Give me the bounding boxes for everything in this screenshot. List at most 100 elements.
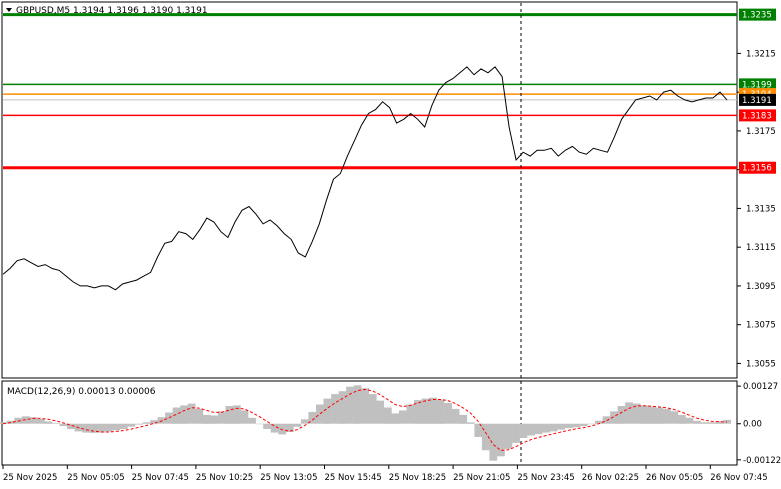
macd-tick-label: -0.00122 [743,456,781,466]
macd-bar [700,422,709,424]
macd-bar [602,416,611,424]
macd-axis: 0.00127 0.00 -0.00122 [737,382,781,466]
price-tick-label: 1.3095 [746,282,776,292]
price-tick-label: 1.3075 [746,321,776,331]
macd-tick-label: 0.00127 [743,382,778,392]
price-tick-label: 1.3215 [746,49,776,59]
macd-bar [595,420,603,424]
macd-bar [233,405,241,424]
macd-bar [172,407,181,424]
macd-bar [459,414,468,424]
macd-bar [670,411,679,424]
macd-bar [421,398,430,424]
macd-bar [240,410,249,424]
price-tick-label: 1.3115 [746,243,776,253]
macd-header: MACD(12,26,9) 0.00013 0.00006 [7,387,156,397]
macd-bar [150,420,158,424]
macd-bar [429,397,437,424]
price-series [2,66,728,291]
time-tick-label: 25 Nov 23:45 [517,473,574,483]
current-price-label: 1.3191 [742,96,772,106]
macd-bar [504,423,513,449]
macd-bar [474,423,483,437]
macd-bar [414,400,422,424]
macd-bar [368,394,377,424]
macd-bar [323,398,332,424]
macd-bar [0,422,8,424]
macd-bar [270,423,279,433]
macd-bar [127,423,136,427]
macd-bar [625,402,633,424]
macd-bar [715,421,724,424]
macd-bar [217,411,226,424]
macd-bar [708,422,716,424]
macd-bar [579,423,588,427]
macd-bar [346,386,354,424]
price-tick-label: 1.3175 [746,127,776,137]
macd-bar [406,404,415,424]
level-tag-label: 1.3156 [742,164,772,174]
macd-bar [489,423,498,461]
macd-bar [89,423,98,433]
macd-bar [497,423,505,457]
macd-bar [248,417,256,424]
level-tag-label: 1.3183 [742,111,772,121]
macd-bar [512,423,520,443]
macd-bar [263,423,271,429]
macd-bar [180,405,188,424]
macd-bar [59,423,68,427]
macd-bar [119,423,128,429]
macd-bar [112,423,121,431]
macd-bar [316,404,324,424]
signal-line [2,388,728,451]
macd-bar [308,411,317,424]
macd-bar [564,423,573,429]
macd-bar [640,405,649,424]
macd-bar [519,423,528,438]
price-panel-frame [1,1,738,379]
macd-bar [195,408,204,424]
macd-bar [451,408,460,424]
macd-bar [557,423,566,430]
time-tick-label: 25 Nov 21:05 [453,473,510,483]
macd-bar [466,422,475,424]
macd-bar [67,423,75,429]
macd-bar [693,420,701,424]
level-tag-box [739,109,776,122]
macd-bar [44,421,53,424]
macd-bar [165,412,173,424]
level-tag-box [739,161,776,174]
macd-bar [436,399,445,424]
macd-bar [549,423,558,432]
time-tick-label: 26 Nov 02:25 [582,473,639,483]
macd-bar [481,423,490,451]
time-tick-label: 25 Nov 18:25 [389,473,446,483]
time-axis: 25 Nov 2025 25 Nov 05:05 25 Nov 07:45 25 No… [2,465,768,483]
macd-bar [685,417,694,424]
time-tick-label: 25 Nov 2025 [3,473,57,483]
macd-bar [331,394,339,424]
macd-bar [300,419,309,424]
macd-bar [572,423,581,428]
macd-bar [202,414,211,424]
macd-bar [444,403,452,424]
macd-bar [36,419,45,424]
current-price-box [739,93,776,106]
macd-bar [187,403,196,424]
macd-bar [361,388,369,424]
price-line [2,66,728,291]
macd-signal-line [2,388,728,451]
macd-tick-label: 0.00 [743,420,762,430]
macd-bar [285,423,294,432]
macd-bar [647,406,656,424]
macd-bar [210,415,219,424]
macd-bar [29,417,38,424]
collapse-triangle-icon[interactable] [6,8,12,12]
macd-bar [278,423,287,435]
symbol-header: GBPUSD,M5 1.3194 1.3196 1.3190 1.3191 [16,6,208,16]
macd-bar [662,408,671,424]
macd-bar [610,411,618,424]
macd-bar [617,406,626,424]
